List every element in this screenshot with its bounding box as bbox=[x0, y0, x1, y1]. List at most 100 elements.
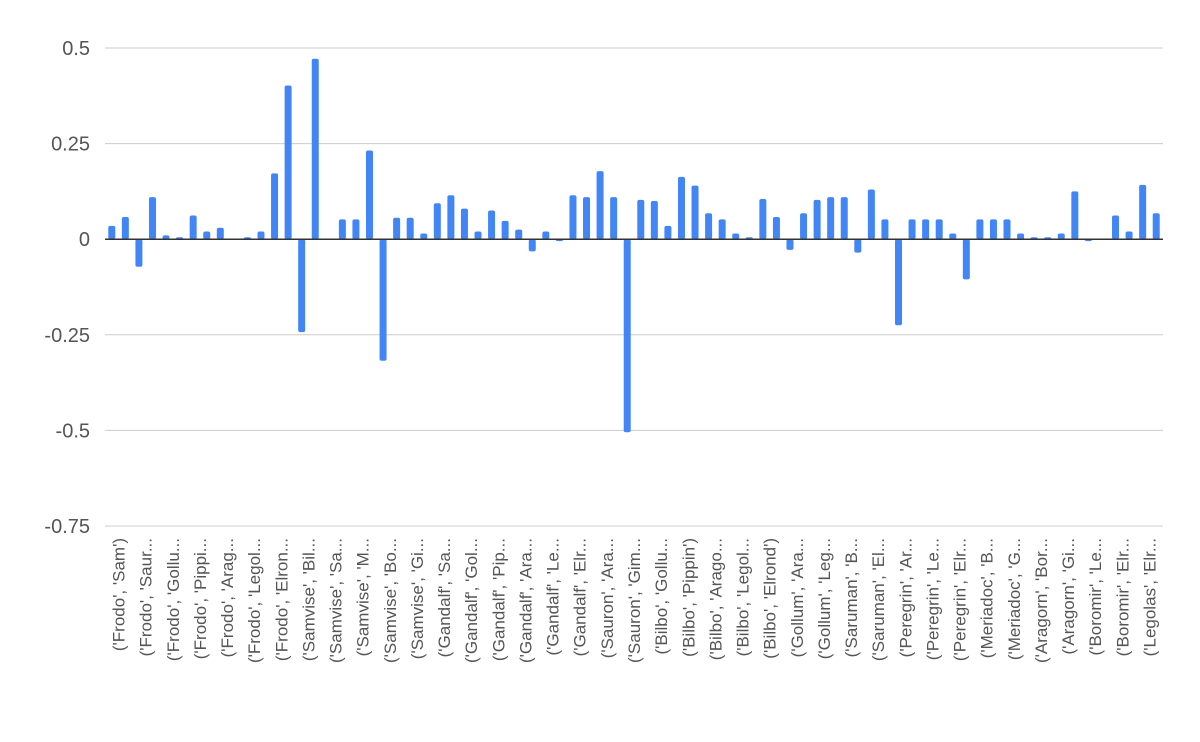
x-tick-label: ('Meriadoc', 'G... bbox=[1005, 538, 1024, 660]
bar bbox=[813, 199, 821, 240]
gridlines bbox=[105, 47, 1163, 527]
x-tick-label: ('Frodo', 'Elron... bbox=[272, 538, 291, 661]
x-tick-label: ('Peregrin', 'Ar... bbox=[896, 538, 915, 657]
bar bbox=[759, 199, 767, 240]
x-tick-label: ('Sauron', 'Ara... bbox=[598, 538, 617, 658]
bar bbox=[284, 85, 292, 240]
bar bbox=[1112, 215, 1120, 240]
x-tick-label: ('Frodo', 'Legol... bbox=[245, 538, 264, 663]
bar bbox=[677, 176, 685, 240]
bar bbox=[705, 213, 713, 240]
bar bbox=[637, 199, 645, 240]
bar bbox=[623, 239, 631, 433]
bar bbox=[922, 219, 930, 240]
bar bbox=[840, 197, 848, 240]
y-axis-ticks: 0.5 0.25 0 -0.25 -0.5 -0.75 bbox=[44, 38, 90, 538]
bar bbox=[528, 239, 536, 252]
bar bbox=[379, 239, 387, 361]
y-tick-label: -0.5 bbox=[56, 420, 90, 442]
bar bbox=[162, 235, 170, 240]
bar bbox=[542, 231, 550, 240]
bar bbox=[433, 203, 441, 240]
bars bbox=[108, 58, 1160, 433]
bar bbox=[596, 171, 604, 240]
x-tick-label: ('Frodo', 'Arag... bbox=[218, 538, 237, 657]
bar bbox=[1017, 233, 1025, 240]
bar bbox=[311, 58, 319, 240]
x-tick-label: ('Gandalf', 'Elr... bbox=[571, 538, 590, 656]
bar bbox=[786, 239, 794, 250]
bar bbox=[121, 217, 129, 240]
bar bbox=[1071, 191, 1079, 240]
x-tick-label: ('Aragorn', 'Bor... bbox=[1032, 538, 1051, 663]
y-tick-label: -0.75 bbox=[44, 516, 90, 538]
bar bbox=[135, 239, 143, 267]
bar bbox=[1003, 219, 1011, 240]
y-tick-label: 0 bbox=[79, 229, 90, 251]
x-tick-label: ('Bilbo', 'Pippin') bbox=[679, 538, 698, 657]
x-tick-label: ('Gandalf', 'Le... bbox=[544, 538, 563, 655]
bar bbox=[664, 225, 672, 240]
bar bbox=[501, 220, 509, 240]
x-tick-label: ('Aragorn', 'Gi... bbox=[1059, 538, 1078, 655]
bar bbox=[895, 239, 902, 326]
bar bbox=[1057, 233, 1065, 240]
x-tick-label: ('Frodo', 'Gollu... bbox=[164, 538, 183, 661]
bar bbox=[271, 173, 279, 240]
bar bbox=[338, 219, 346, 240]
bar bbox=[393, 217, 401, 240]
bar bbox=[989, 219, 997, 240]
x-tick-label: ('Saruman', 'B... bbox=[842, 538, 861, 657]
bar bbox=[488, 210, 496, 240]
bar bbox=[718, 219, 726, 240]
bar bbox=[203, 231, 211, 240]
x-tick-label: ('Samvise', 'Bil... bbox=[299, 538, 318, 661]
bar bbox=[935, 219, 943, 240]
bar bbox=[908, 219, 916, 240]
x-tick-label: ('Gandalf', 'Sa... bbox=[435, 538, 454, 657]
bar bbox=[298, 239, 306, 333]
x-tick-label: ('Sauron', 'Gim... bbox=[625, 538, 644, 663]
x-tick-label: ('Frodo', 'Sam') bbox=[110, 538, 129, 651]
x-tick-label: ('Peregrin', 'Le... bbox=[923, 538, 942, 660]
x-tick-label: ('Peregrin', 'Elr... bbox=[951, 538, 970, 661]
x-tick-label: ('Gandalf', 'Gol... bbox=[462, 538, 481, 663]
bar bbox=[691, 185, 699, 240]
x-tick-label: ('Boromir', 'Elr... bbox=[1113, 538, 1132, 656]
bar bbox=[881, 219, 889, 240]
bar bbox=[827, 197, 835, 240]
bar bbox=[949, 233, 957, 240]
bar bbox=[460, 208, 468, 240]
bar bbox=[406, 217, 414, 240]
bar bbox=[515, 229, 523, 240]
x-tick-label: ('Legolas', 'Elr... bbox=[1140, 538, 1159, 656]
bar bbox=[1139, 184, 1147, 240]
bar bbox=[962, 239, 970, 280]
bar bbox=[867, 189, 875, 240]
bar bbox=[108, 225, 116, 240]
x-tick-label: ('Gollum', 'Ara... bbox=[788, 538, 807, 657]
x-axis-ticks: ('Frodo', 'Sam') ('Frodo', 'Saur... ('Frod… bbox=[110, 538, 1160, 663]
bar bbox=[474, 231, 482, 240]
x-tick-label: ('Meriadoc', 'B... bbox=[978, 538, 997, 658]
x-tick-label: ('Bilbo', 'Arago... bbox=[706, 538, 725, 660]
bar bbox=[1152, 213, 1160, 240]
bar bbox=[976, 219, 984, 240]
x-tick-label: ('Bilbo', 'Legol... bbox=[734, 538, 753, 656]
x-tick-label: ('Samvise', 'Sa... bbox=[327, 538, 346, 663]
bar bbox=[352, 219, 360, 240]
x-tick-label: ('Samvise', 'M... bbox=[354, 538, 373, 656]
bar bbox=[148, 197, 156, 240]
bar bbox=[1125, 231, 1133, 240]
x-tick-label: ('Samvise', 'Gi... bbox=[408, 538, 427, 659]
x-tick-label: ('Frodo', 'Saur... bbox=[137, 538, 156, 656]
x-tick-label: ('Gandalf', 'Pip... bbox=[489, 538, 508, 661]
x-tick-label: ('Frodo', 'Pippi... bbox=[191, 538, 210, 659]
bar bbox=[854, 239, 862, 253]
bar bbox=[583, 197, 591, 240]
y-tick-label: 0.25 bbox=[51, 134, 90, 156]
x-tick-label: ('Samvise', 'Bo... bbox=[381, 538, 400, 663]
bar bbox=[366, 150, 373, 240]
bar bbox=[732, 233, 740, 240]
